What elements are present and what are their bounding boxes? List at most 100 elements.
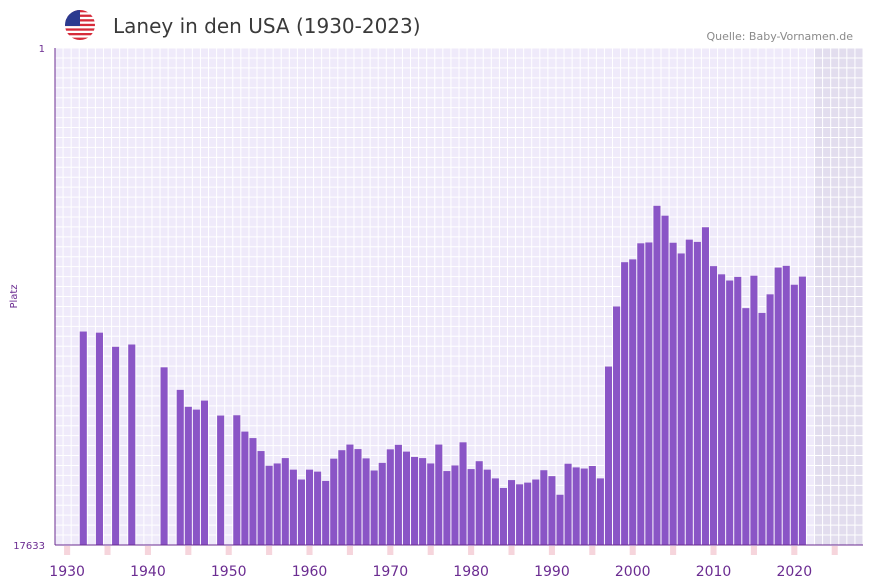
- bar: [516, 484, 524, 545]
- bar: [580, 468, 588, 545]
- bar: [411, 456, 419, 545]
- decade-marker: [791, 546, 798, 555]
- chart-title: Laney in den USA (1930-2023): [113, 14, 421, 38]
- bar: [427, 463, 435, 545]
- bar: [273, 463, 281, 545]
- bar: [701, 227, 709, 545]
- bar: [354, 449, 362, 545]
- bar: [572, 467, 580, 545]
- bar: [338, 450, 346, 545]
- bar: [241, 431, 249, 545]
- x-tick-label: 1980: [453, 564, 489, 580]
- bar: [693, 241, 701, 545]
- x-tick-label: 1970: [372, 564, 408, 580]
- decade-marker: [589, 546, 596, 555]
- x-tick-label: 2010: [696, 564, 732, 580]
- bar: [184, 406, 192, 545]
- bar: [200, 400, 209, 545]
- bar: [604, 366, 613, 545]
- bar: [305, 469, 314, 545]
- bar: [289, 469, 297, 545]
- usa-flag-icon: [65, 10, 95, 40]
- bar: [314, 471, 322, 545]
- x-tick-label: 1990: [534, 564, 570, 580]
- bar: [322, 480, 330, 545]
- bar: [362, 458, 370, 545]
- bar: [112, 346, 120, 545]
- bar: [669, 242, 677, 546]
- decade-marker: [387, 546, 394, 555]
- bar: [742, 308, 750, 545]
- bar: [798, 276, 806, 545]
- bar: [758, 312, 766, 545]
- decade-marker: [185, 546, 192, 555]
- bar: [160, 367, 168, 545]
- bar: [435, 444, 443, 545]
- decade-marker: [64, 546, 71, 555]
- decade-marker: [144, 546, 151, 555]
- bar: [661, 215, 669, 545]
- decade-marker: [306, 546, 313, 555]
- decade-marker: [346, 546, 353, 555]
- bar: [774, 267, 782, 545]
- bar: [726, 280, 734, 545]
- bar: [766, 294, 774, 545]
- bar: [394, 444, 402, 545]
- bar: [386, 449, 394, 545]
- x-tick-label: 2000: [615, 564, 651, 580]
- bar: [176, 389, 184, 545]
- bar: [297, 479, 305, 545]
- bar: [419, 458, 427, 545]
- decade-marker: [548, 546, 555, 555]
- bar: [443, 471, 451, 545]
- bar: [645, 242, 653, 545]
- bar: [499, 487, 507, 545]
- bar: [613, 306, 621, 545]
- x-tick-label: 1950: [211, 564, 247, 580]
- bar: [677, 253, 685, 545]
- bar: [128, 344, 136, 545]
- bar: [233, 415, 241, 545]
- decade-marker: [710, 546, 717, 555]
- bar: [249, 438, 257, 545]
- x-tick-label: 1930: [49, 564, 85, 580]
- bar: [79, 331, 87, 545]
- bar: [483, 469, 491, 545]
- bar: [475, 461, 483, 545]
- bar: [653, 205, 661, 546]
- bar: [330, 458, 338, 545]
- bar: [782, 265, 790, 545]
- bar: [402, 451, 411, 545]
- bar: [459, 442, 467, 545]
- bar: [451, 465, 459, 545]
- bar: [217, 415, 225, 545]
- decade-marker: [104, 546, 111, 555]
- bar: [467, 469, 475, 545]
- source-credit: Quelle: Baby-Vornamen.de: [706, 30, 853, 43]
- bar: [588, 465, 596, 545]
- decade-marker: [266, 546, 273, 555]
- bar: [629, 259, 637, 545]
- bar: [790, 284, 798, 545]
- y-axis-label: Platz: [9, 284, 20, 308]
- bar: [95, 332, 103, 545]
- decade-marker: [468, 546, 475, 555]
- bar: [370, 470, 378, 545]
- decade-marker: [225, 546, 232, 555]
- bar: [548, 476, 556, 545]
- x-tick-label: 2020: [776, 564, 812, 580]
- y-tick-label: 17633: [13, 541, 45, 552]
- bar: [378, 462, 386, 545]
- decade-marker: [831, 546, 838, 555]
- bar: [637, 243, 645, 545]
- bar: [734, 276, 742, 545]
- x-tick-label: 1940: [130, 564, 166, 580]
- decade-marker: [427, 546, 434, 555]
- bar: [257, 451, 265, 545]
- bar: [556, 494, 564, 545]
- y-tick-label: 1: [39, 44, 45, 55]
- x-tick-label: 1960: [292, 564, 328, 580]
- bar: [265, 465, 273, 545]
- bar: [281, 458, 289, 545]
